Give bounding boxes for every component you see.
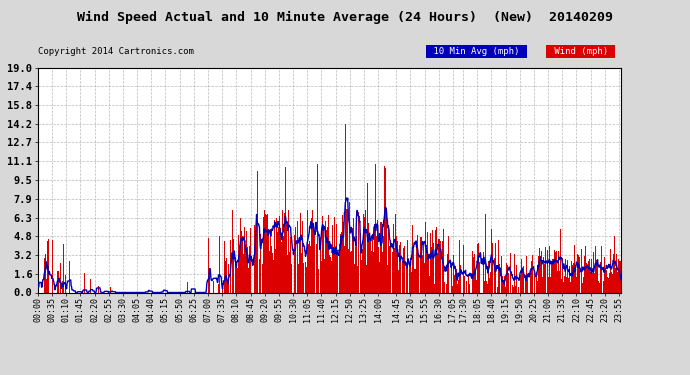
Text: Wind Speed Actual and 10 Minute Average (24 Hours)  (New)  20140209: Wind Speed Actual and 10 Minute Average … xyxy=(77,11,613,24)
Text: Wind (mph): Wind (mph) xyxy=(549,47,613,56)
Text: 10 Min Avg (mph): 10 Min Avg (mph) xyxy=(428,47,524,56)
Text: Copyright 2014 Cartronics.com: Copyright 2014 Cartronics.com xyxy=(38,47,194,56)
